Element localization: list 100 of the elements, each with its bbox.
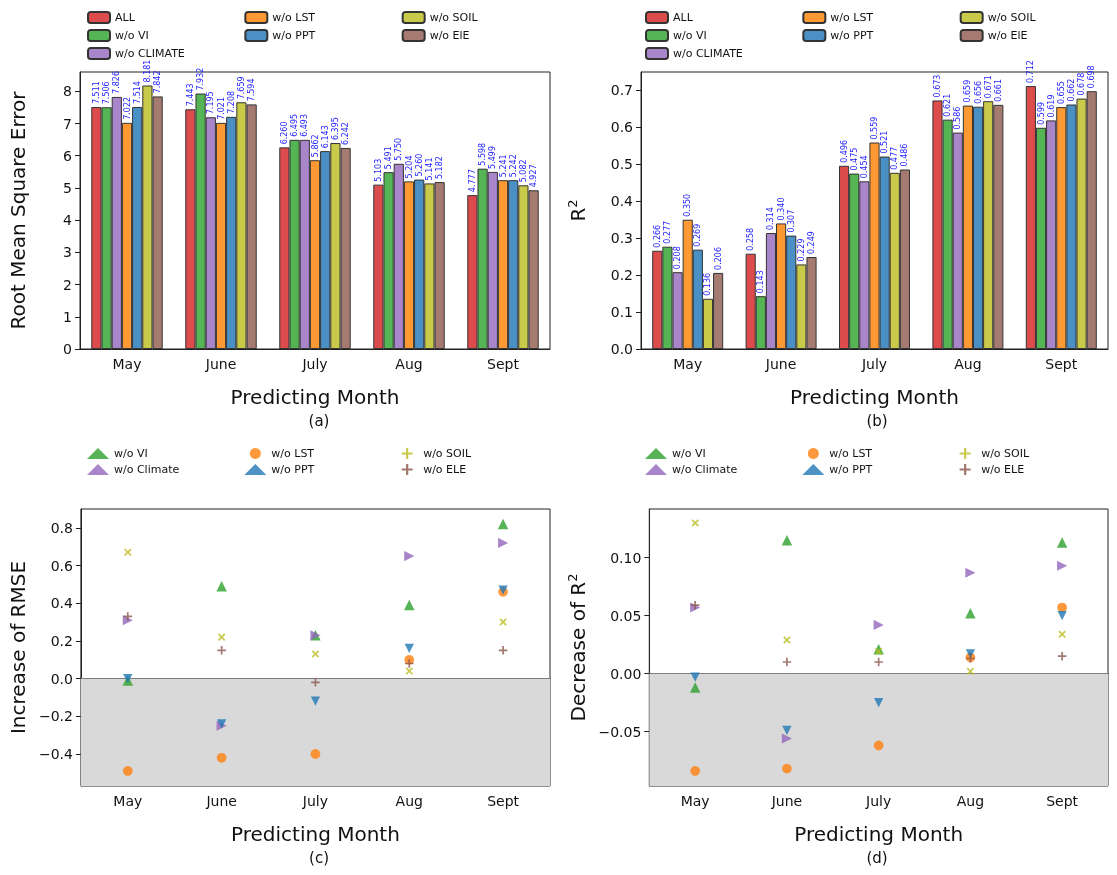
legend-label: w/o VI	[115, 29, 149, 42]
point	[310, 749, 321, 759]
point	[689, 682, 701, 693]
legend-label: w/o Climate	[672, 463, 738, 476]
y-axis-title: Root Mean Square Error	[6, 90, 30, 330]
x-tick-label: July	[301, 793, 329, 809]
data-label: 0.559	[870, 116, 879, 140]
y-tick-label: 0.5	[610, 156, 633, 173]
point	[404, 643, 414, 654]
data-label: 5.182	[435, 156, 445, 180]
y-tick-label: 0.10	[610, 549, 642, 566]
x-tick-label: Aug	[954, 356, 982, 372]
data-label: 7.021	[216, 96, 226, 120]
y-tick-label: 0.8	[50, 519, 73, 536]
y-axis-title: Decrease of R2	[565, 573, 590, 722]
legend-label: w/o ELE	[981, 463, 1025, 476]
data-label: 6.143	[320, 125, 330, 149]
legend-label: w/o LST	[830, 11, 874, 24]
data-label: 7.511	[91, 81, 101, 105]
data-label: 6.493	[300, 113, 310, 137]
legend-label: w/o SOIL	[423, 447, 472, 460]
data-label: 0.208	[673, 246, 683, 270]
point	[874, 657, 883, 667]
point	[123, 612, 133, 621]
x-tick-label: Sept	[1046, 793, 1079, 809]
y-tick-label: 0.6	[50, 557, 73, 574]
data-label: 0.599	[1036, 101, 1046, 125]
y-tick-label: 3	[63, 244, 72, 261]
data-label: 0.249	[807, 231, 817, 255]
point	[217, 646, 226, 655]
x-tick-label: May	[112, 356, 142, 372]
x-tick-label: Aug	[395, 356, 423, 372]
point	[873, 740, 884, 751]
legend-label: w/o VI	[114, 447, 148, 460]
text: (d)	[866, 848, 888, 867]
data-label: 0.266	[652, 224, 662, 248]
legend-label: w/o PPT	[271, 463, 315, 476]
data-label: 0.277	[662, 220, 672, 244]
point	[782, 763, 792, 774]
data-label: 0.229	[796, 238, 806, 262]
data-label: 0.258	[746, 227, 756, 251]
data-label: 0.661	[993, 78, 1003, 102]
point	[965, 649, 976, 659]
data-label: 5.103	[373, 158, 383, 182]
legend-label: w/o PPT	[830, 29, 874, 42]
data-label: 0.673	[932, 74, 942, 98]
point	[217, 633, 226, 641]
data-label: 7.443	[185, 83, 195, 107]
point	[497, 518, 509, 530]
x-tick-label: July	[860, 356, 888, 372]
data-label: 7.594	[247, 78, 257, 102]
text: (a)	[308, 411, 330, 430]
data-label: 8.181	[142, 59, 152, 83]
x-axis-title: Predicting Month	[231, 822, 400, 846]
y-tick-label: 0.00	[610, 665, 642, 682]
data-label: 0.477	[890, 146, 900, 170]
data-label: 7.826	[112, 71, 122, 94]
point	[782, 657, 792, 667]
y-axis-title: Increase of RMSE	[6, 560, 30, 735]
point	[122, 766, 133, 776]
data-label: 0.136	[703, 272, 713, 296]
x-tick-label: Sept	[487, 356, 520, 372]
point	[499, 618, 507, 626]
legend-label: w/o SOIL	[987, 11, 1037, 24]
point	[874, 697, 884, 708]
data-label: 0.678	[1077, 72, 1087, 96]
y-tick-label: −0.4	[38, 745, 73, 762]
legend-label: w/o CLIMATE	[115, 47, 185, 60]
data-label: 0.486	[900, 143, 910, 167]
legend-label: w/o ElE	[429, 29, 470, 42]
y-tick-label: 0.4	[50, 595, 73, 612]
data-label: 5.260	[414, 153, 424, 177]
legend-label: w/o ElE	[987, 29, 1028, 42]
data-label: 0.269	[693, 223, 703, 247]
point	[404, 599, 415, 611]
data-label: 0.662	[1066, 78, 1076, 102]
data-label: 6.242	[341, 122, 351, 145]
point	[404, 551, 415, 562]
data-label: 0.340	[776, 197, 786, 221]
point	[405, 667, 414, 675]
legend-label: w/o CLIMATE	[673, 47, 743, 60]
y-tick-label: 0.1	[610, 304, 633, 321]
x-tick-label: Sept	[1045, 356, 1078, 372]
data-label: 0.521	[880, 130, 890, 154]
legend-label: w/o Climate	[114, 463, 180, 476]
point	[405, 659, 414, 668]
data-label: 4.927	[529, 164, 539, 188]
y-tick-label: 4	[63, 212, 73, 229]
point	[781, 733, 792, 744]
legend-label: ALL	[673, 11, 694, 24]
data-label: 0.655	[1056, 81, 1066, 105]
y-tick-label: 0.6	[610, 119, 634, 136]
x-axis-title: Predicting Month	[230, 385, 400, 409]
data-label: 5.082	[518, 159, 528, 183]
y-tick-label: 0.05	[610, 607, 642, 624]
data-label: 7.842	[153, 70, 163, 94]
y-tick-label: 0.0	[50, 670, 73, 687]
x-tick-label: May	[680, 793, 710, 809]
data-label: 5.141	[424, 157, 434, 181]
data-label: 7.208	[226, 90, 236, 114]
